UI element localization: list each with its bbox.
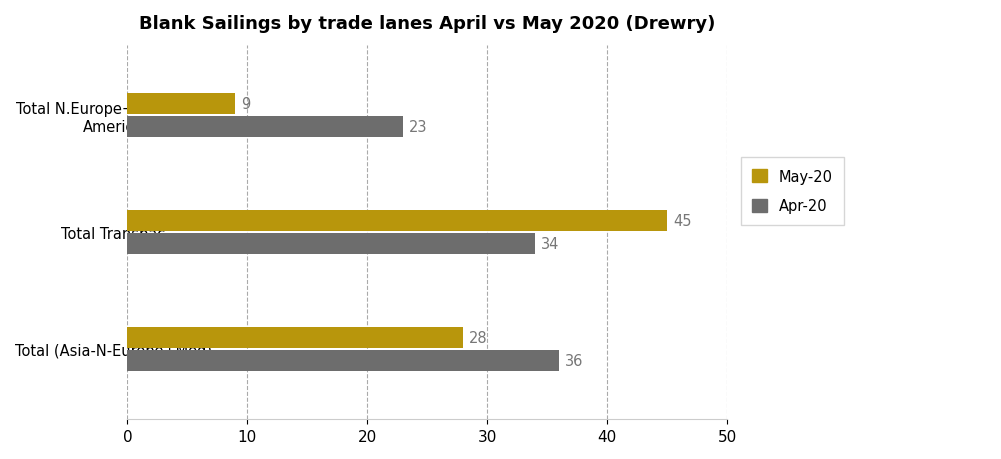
Text: 36: 36 [566,353,584,369]
Bar [127,94,235,114]
Text: 34: 34 [542,237,560,252]
Text: 23: 23 [409,120,427,135]
Title: Blank Sailings by trade lanes April vs May 2020 (Drewry): Blank Sailings by trade lanes April vs M… [139,15,716,33]
Text: 28: 28 [469,330,487,345]
Bar [127,210,668,231]
Bar [127,327,463,348]
Text: 45: 45 [674,213,692,228]
Legend: May-20, Apr-20: May-20, Apr-20 [741,157,844,225]
Text: 9: 9 [241,96,250,112]
Bar [127,350,560,371]
Bar [127,117,403,138]
Bar [127,234,536,255]
